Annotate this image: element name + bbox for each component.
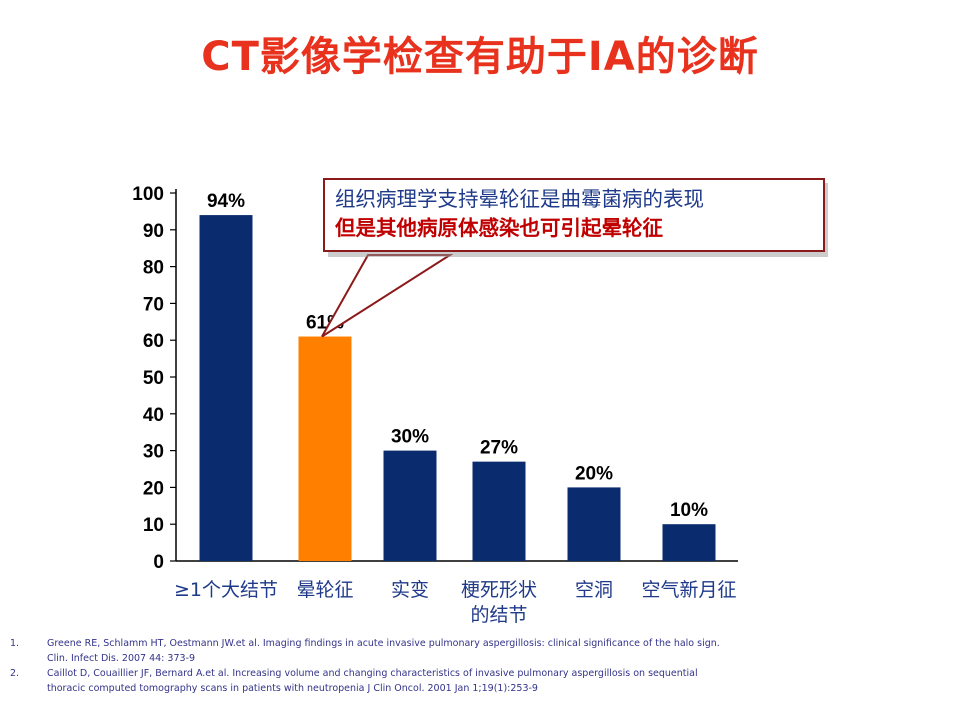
bar [298,336,352,561]
reference-number: 2. [10,668,20,679]
bar [567,487,621,561]
reference-text: Greene RE, Schlamm HT, Oestmann JW.et al… [47,638,720,649]
data-label: 30% [391,427,429,448]
y-tick-label: 70 [143,294,164,315]
category-label: 实变 [391,579,429,601]
callout-line-2: 但是其他病原体感染也可引起晕轮征 [335,216,663,240]
bar [383,450,437,561]
reference-1: 1. Greene RE, Schlamm HT, Oestmann JW.et… [10,636,910,666]
callout-pointer [321,254,454,338]
reference-number: 1. [10,638,20,649]
reference-text: thoracic computed tomography scans in pa… [47,683,538,694]
category-label: 梗死形状 [461,579,537,601]
y-tick-label: 20 [143,478,164,499]
y-tick-label: 50 [143,368,164,389]
y-tick-label: 100 [132,184,164,205]
category-label: ≥1个大结节 [174,579,278,601]
category-label: 空洞 [575,579,613,601]
data-label: 20% [575,463,613,484]
y-tick-label: 30 [143,442,164,463]
slide-title: CT影像学检查有助于IA的诊断 [201,34,759,80]
category-label: 的结节 [470,604,527,626]
bar [199,215,253,561]
data-label: 94% [207,191,245,212]
category-label: 晕轮征 [296,579,353,601]
data-label: 27% [480,438,518,459]
y-tick-label: 40 [143,405,164,426]
category-label: 空气新月征 [641,579,736,601]
bar [662,524,716,561]
callout-line-1: 组织病理学支持晕轮征是曲霉菌病的表现 [335,187,704,211]
callout-box [323,178,828,257]
bar [472,461,526,561]
reference-text: Caillot D, Couaillier JF, Bernard A.et a… [47,668,698,679]
y-tick-label: 0 [153,552,164,573]
data-label: 10% [670,500,708,521]
callout-text: 组织病理学支持晕轮征是曲霉菌病的表现 但是其他病原体感染也可引起晕轮征 [335,185,825,243]
y-tick-label: 90 [143,221,164,242]
references: 1. Greene RE, Schlamm HT, Oestmann JW.et… [10,636,910,696]
y-tick-label: 80 [143,258,164,279]
reference-text: Clin. Infect Dis. 2007 44: 373-9 [47,653,196,664]
reference-2: 2. Caillot D, Couaillier JF, Bernard A.e… [10,666,910,696]
y-tick-label: 10 [143,515,164,536]
y-tick-label: 60 [143,331,164,352]
